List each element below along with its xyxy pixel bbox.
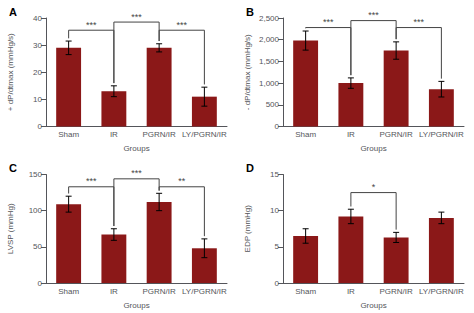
svg-text:0: 0 xyxy=(38,122,43,131)
svg-text:***: *** xyxy=(131,168,142,178)
svg-text:B: B xyxy=(246,6,254,18)
svg-text:IR: IR xyxy=(347,130,355,139)
svg-text:Sham: Sham xyxy=(295,287,316,296)
svg-text:Sham: Sham xyxy=(58,287,79,296)
svg-text:LY/PGRN/IR: LY/PGRN/IR xyxy=(419,287,464,296)
svg-text:LY/PGRN/IR: LY/PGRN/IR xyxy=(182,130,227,139)
svg-text:40: 40 xyxy=(33,14,42,23)
svg-text:***: *** xyxy=(131,12,142,22)
svg-text:***: *** xyxy=(323,17,334,27)
svg-text:LVSP (mmHg): LVSP (mmHg) xyxy=(6,203,15,254)
svg-text:150: 150 xyxy=(29,170,43,179)
svg-text:***: *** xyxy=(86,176,97,186)
svg-text:Groups: Groups xyxy=(123,144,149,153)
svg-text:Groups: Groups xyxy=(360,144,386,153)
svg-text:5: 5 xyxy=(275,242,280,251)
svg-text:PGRN/IR: PGRN/IR xyxy=(142,130,176,139)
svg-text:1,500: 1,500 xyxy=(259,57,280,66)
svg-text:10: 10 xyxy=(33,95,42,104)
svg-text:***: *** xyxy=(176,20,187,30)
svg-text:**: ** xyxy=(178,176,186,186)
svg-text:Sham: Sham xyxy=(58,130,79,139)
svg-text:15: 15 xyxy=(270,170,279,179)
svg-text:Groups: Groups xyxy=(123,301,149,310)
svg-text:2,500: 2,500 xyxy=(259,14,280,23)
svg-text:IR: IR xyxy=(347,287,355,296)
svg-text:0: 0 xyxy=(275,279,280,288)
svg-text:1,000: 1,000 xyxy=(259,79,280,88)
svg-text:500: 500 xyxy=(266,100,280,109)
svg-text:EDP (mmHg): EDP (mmHg) xyxy=(243,205,252,253)
svg-text:*: * xyxy=(372,182,376,192)
svg-text:LY/PGRN/IR: LY/PGRN/IR xyxy=(419,130,464,139)
svg-text:2,000: 2,000 xyxy=(259,35,280,44)
svg-text:+ dP/dtmax (mmHg/s): + dP/dtmax (mmHg/s) xyxy=(6,33,15,111)
svg-text:LY/PGRN/IR: LY/PGRN/IR xyxy=(182,287,227,296)
svg-text:A: A xyxy=(9,6,17,18)
svg-text:PGRN/IR: PGRN/IR xyxy=(142,287,176,296)
svg-text:PGRN/IR: PGRN/IR xyxy=(379,130,413,139)
svg-text:0: 0 xyxy=(38,279,43,288)
svg-text:0: 0 xyxy=(275,122,280,131)
svg-text:Sham: Sham xyxy=(295,130,316,139)
svg-text:- dP/dtmax (mmHg/s): - dP/dtmax (mmHg/s) xyxy=(243,34,252,110)
svg-text:10: 10 xyxy=(270,206,279,215)
svg-text:C: C xyxy=(9,162,17,174)
svg-text:100: 100 xyxy=(29,206,43,215)
svg-text:30: 30 xyxy=(33,41,42,50)
svg-text:D: D xyxy=(246,162,254,174)
svg-text:PGRN/IR: PGRN/IR xyxy=(379,287,413,296)
svg-text:IR: IR xyxy=(110,287,118,296)
svg-text:IR: IR xyxy=(110,130,118,139)
svg-text:50: 50 xyxy=(33,242,42,251)
svg-text:20: 20 xyxy=(33,68,42,77)
svg-text:***: *** xyxy=(413,17,424,27)
svg-text:Groups: Groups xyxy=(360,301,386,310)
svg-text:***: *** xyxy=(368,10,379,20)
svg-text:***: *** xyxy=(86,20,97,30)
